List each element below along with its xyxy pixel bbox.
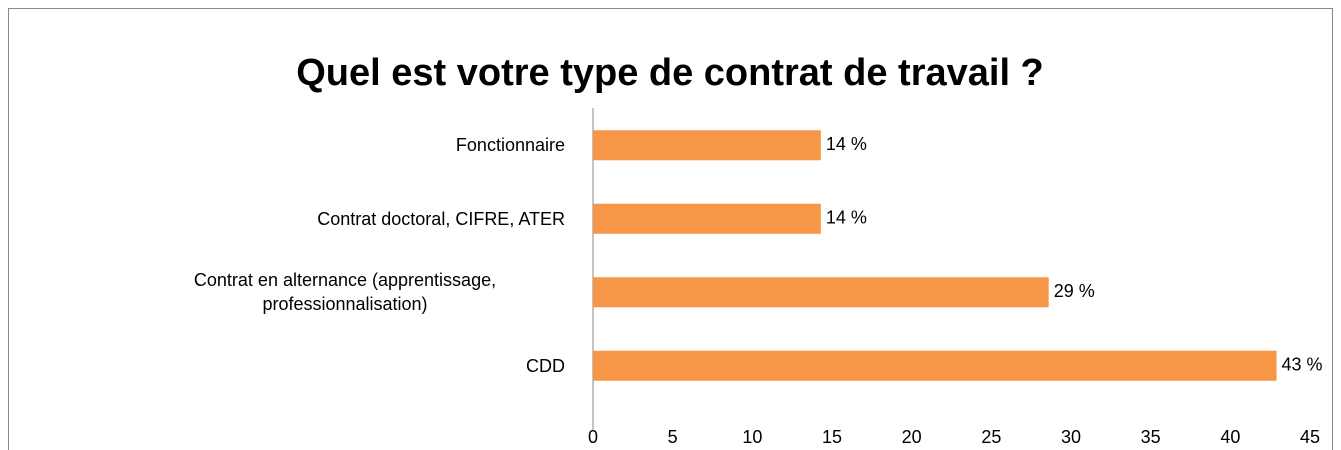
x-tick-label: 35: [1141, 427, 1161, 447]
x-tick-label: 5: [668, 427, 678, 447]
bar: [593, 277, 1049, 308]
y-tick-label: Contrat doctoral, CIFRE, ATER: [317, 208, 565, 229]
bar: [593, 130, 821, 161]
y-tick-label: Fonctionnaire: [455, 135, 565, 156]
y-tick-label-box: Contrat en alternance (apprentissage, pr…: [125, 252, 565, 332]
data-label: 43 %: [1282, 355, 1323, 375]
y-tick-label-box: Fonctionnaire: [125, 105, 565, 185]
frame: [8, 8, 1333, 450]
x-tick-label: 30: [1061, 427, 1081, 447]
x-tick-label: 20: [902, 427, 922, 447]
y-tick-label: CDD: [526, 355, 565, 376]
x-tick-label: 40: [1220, 427, 1240, 447]
data-label: 14 %: [826, 208, 867, 228]
x-tick-label: 10: [742, 427, 762, 447]
x-tick-label: 0: [588, 427, 598, 447]
data-label: 14 %: [826, 134, 867, 154]
y-tick-label-box: Contrat doctoral, CIFRE, ATER: [125, 179, 565, 259]
bar: [593, 350, 1277, 381]
y-tick-label: Contrat en alternance (apprentissage, pr…: [193, 270, 497, 315]
chart-title: Quel est votre type de contrat de travai…: [296, 52, 1044, 94]
x-tick-label: 15: [822, 427, 842, 447]
x-tick-label: 45: [1300, 427, 1320, 447]
bar: [593, 203, 821, 234]
data-label: 29 %: [1054, 281, 1095, 301]
y-tick-label-box: CDD: [125, 326, 565, 406]
x-tick-label: 25: [981, 427, 1001, 447]
